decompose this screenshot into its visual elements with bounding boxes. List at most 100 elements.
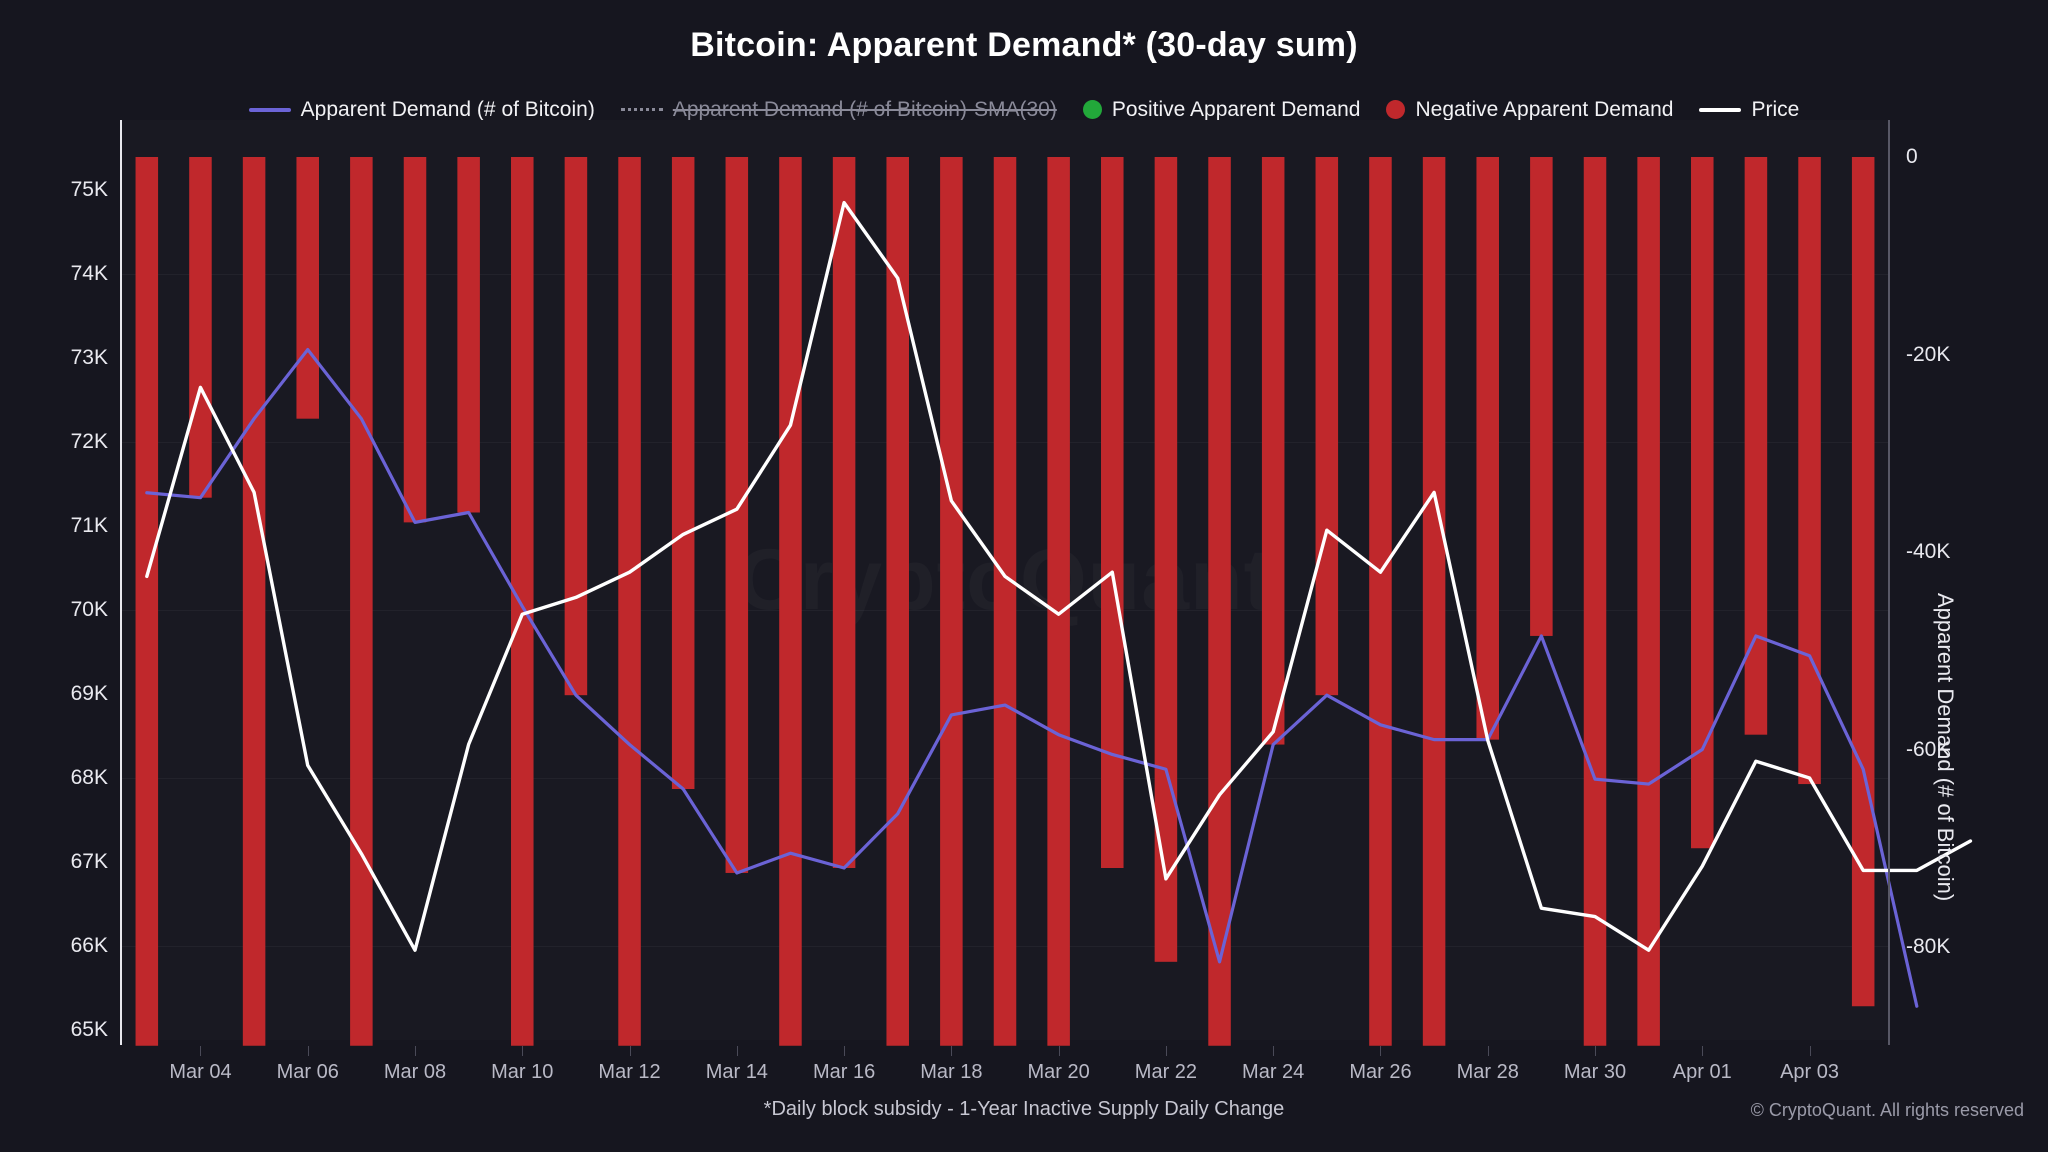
legend-item-4[interactable]: Price	[1699, 99, 1799, 120]
x-axis-tick-mark	[1380, 1046, 1382, 1056]
x-axis-tick-mark	[307, 1046, 309, 1056]
demand-bar	[1476, 157, 1499, 740]
demand-bar	[403, 157, 427, 523]
demand-bar	[940, 157, 963, 1046]
x-axis-tick-mark	[1165, 1046, 1167, 1056]
x-axis-tick-label: Mar 14	[705, 1061, 768, 1083]
x-axis-tick-label: Apr 01	[1672, 1061, 1732, 1083]
demand-bar	[564, 157, 588, 696]
x-axis-tick-label: Mar 28	[1456, 1061, 1519, 1083]
demand-bar	[1261, 157, 1285, 745]
left-axis-tick-label: 70K	[70, 598, 108, 621]
legend-dot-swatch	[1386, 100, 1406, 119]
x-axis-tick-mark	[1595, 1046, 1596, 1056]
demand-bar	[350, 157, 373, 1046]
x-axis-tick-mark	[951, 1046, 953, 1056]
demand-bar	[886, 157, 909, 1046]
legend-item-0[interactable]: Apparent Demand (# of Bitcoin)	[248, 98, 595, 121]
x-axis-tick-mark	[736, 1046, 738, 1056]
demand-bar	[1101, 157, 1124, 868]
right-axis-tick-label: -40K	[1906, 540, 1951, 563]
demand-bar	[832, 157, 856, 868]
footnote: *Daily block subsidy - 1-Year Inactive S…	[763, 1098, 1285, 1120]
demand-bar	[242, 157, 266, 1046]
demand-bar	[618, 157, 641, 1046]
series-line	[145, 200, 1973, 952]
right-axis-tick-label: -60K	[1906, 737, 1951, 761]
left-axis-tick-label: 68K	[70, 766, 108, 789]
demand-bar	[1047, 157, 1070, 1046]
x-axis-tick-label: Apr 03	[1780, 1061, 1839, 1083]
right-axis-tick-label: 0	[1906, 145, 1918, 168]
x-axis-tick-mark	[1487, 1046, 1489, 1056]
x-axis-tick-mark	[1809, 1046, 1811, 1056]
right-axis-tick-label: -80K	[1906, 935, 1951, 958]
demand-bar	[1369, 157, 1392, 1046]
demand-bar	[1530, 157, 1553, 636]
demand-bar	[1798, 157, 1821, 785]
legend-item-3[interactable]: Negative Apparent Demand	[1386, 99, 1673, 120]
right-axis-ticks: 0 -20K -40K -60K -80K	[1906, 0, 2016, 1152]
demand-bar	[135, 157, 159, 1046]
left-axis-tick-label: 67K	[70, 850, 108, 873]
x-axis-tick-label: Mar 16	[812, 1061, 876, 1083]
demand-bar	[457, 157, 480, 513]
left-axis-ticks: 75K 74K 73K 72K 71K 70K 69K 68K 67K 66K 65K	[0, 0, 108, 1152]
left-axis-line	[120, 120, 122, 1045]
demand-bar	[1637, 157, 1660, 1046]
x-axis-tick-mark	[522, 1046, 524, 1056]
left-axis-tick-label: 66K	[70, 934, 108, 957]
demand-bar	[779, 157, 802, 1046]
left-axis-tick-label: 74K	[70, 262, 108, 285]
legend-dashed-line-swatch	[620, 108, 663, 111]
x-axis-tick-mark	[415, 1046, 416, 1056]
demand-bar	[993, 157, 1017, 1046]
left-axis-tick-label: 69K	[70, 682, 108, 705]
legend-item-1[interactable]: Apparent Demand (# of Bitcoin)-SMA(30)	[620, 98, 1057, 121]
demand-bar	[1154, 157, 1178, 962]
legend-item-2[interactable]: Positive Apparent Demand	[1082, 98, 1361, 121]
demand-bar	[1583, 157, 1607, 1046]
x-axis-tick-label: Mar 10	[491, 1061, 554, 1083]
left-axis-tick-label: 72K	[70, 430, 108, 453]
x-axis-tick-label: Mar 26	[1349, 1061, 1412, 1083]
demand-bar	[1744, 157, 1768, 735]
legend-item-label: Positive Apparent Demand	[1111, 98, 1361, 121]
demand-bar	[1315, 157, 1339, 696]
x-axis-tick-label: Mar 30	[1563, 1061, 1627, 1083]
legend-item-label: Negative Apparent Demand	[1415, 98, 1674, 121]
chart-legend: Apparent Demand (# of Bitcoin) Apparent D…	[0, 99, 2048, 120]
x-axis-tick-label: Mar 06	[276, 1061, 339, 1083]
demand-bar	[189, 157, 212, 498]
x-axis-tick-label: Mar 08	[383, 1061, 447, 1083]
right-axis-line	[1888, 120, 1890, 1045]
x-axis-tick-mark	[1273, 1046, 1275, 1056]
legend-item-label: Apparent Demand (# of Bitcoin)-SMA(30)	[672, 98, 1057, 121]
demand-bar	[1691, 157, 1714, 849]
left-axis-tick-label: 65K	[70, 1018, 108, 1041]
x-axis-tick-label: Mar 18	[920, 1061, 983, 1083]
legend-line-swatch	[248, 107, 291, 112]
x-axis-tick-mark	[1702, 1046, 1704, 1056]
legend-item-label: Apparent Demand (# of Bitcoin)	[300, 98, 595, 121]
series-line	[145, 347, 1919, 1008]
right-axis-tick-label: -20K	[1906, 342, 1951, 366]
legend-dot-swatch	[1082, 100, 1102, 119]
demand-bar	[1422, 157, 1446, 1046]
x-axis-tick-label: Mar 24	[1242, 1061, 1305, 1083]
chart-series-canvas	[135, 157, 1973, 1046]
x-axis-tick-mark	[1058, 1046, 1060, 1056]
demand-bar	[1851, 157, 1875, 1007]
plot-area: CryptoQuant	[120, 120, 1973, 1046]
demand-bar	[725, 157, 749, 873]
demand-bar	[1208, 157, 1231, 1046]
demand-bar	[511, 157, 534, 1046]
demand-bar	[296, 157, 319, 419]
x-axis-tick-label: Mar 12	[598, 1061, 661, 1083]
page-title: Bitcoin: Apparent Demand* (30-day sum)	[690, 26, 1358, 64]
x-axis-tick-label: Mar 04	[169, 1061, 232, 1083]
demand-bar	[671, 157, 695, 789]
legend-item-label: Price	[1751, 98, 1800, 121]
left-axis-tick-label: 75K	[70, 178, 108, 201]
